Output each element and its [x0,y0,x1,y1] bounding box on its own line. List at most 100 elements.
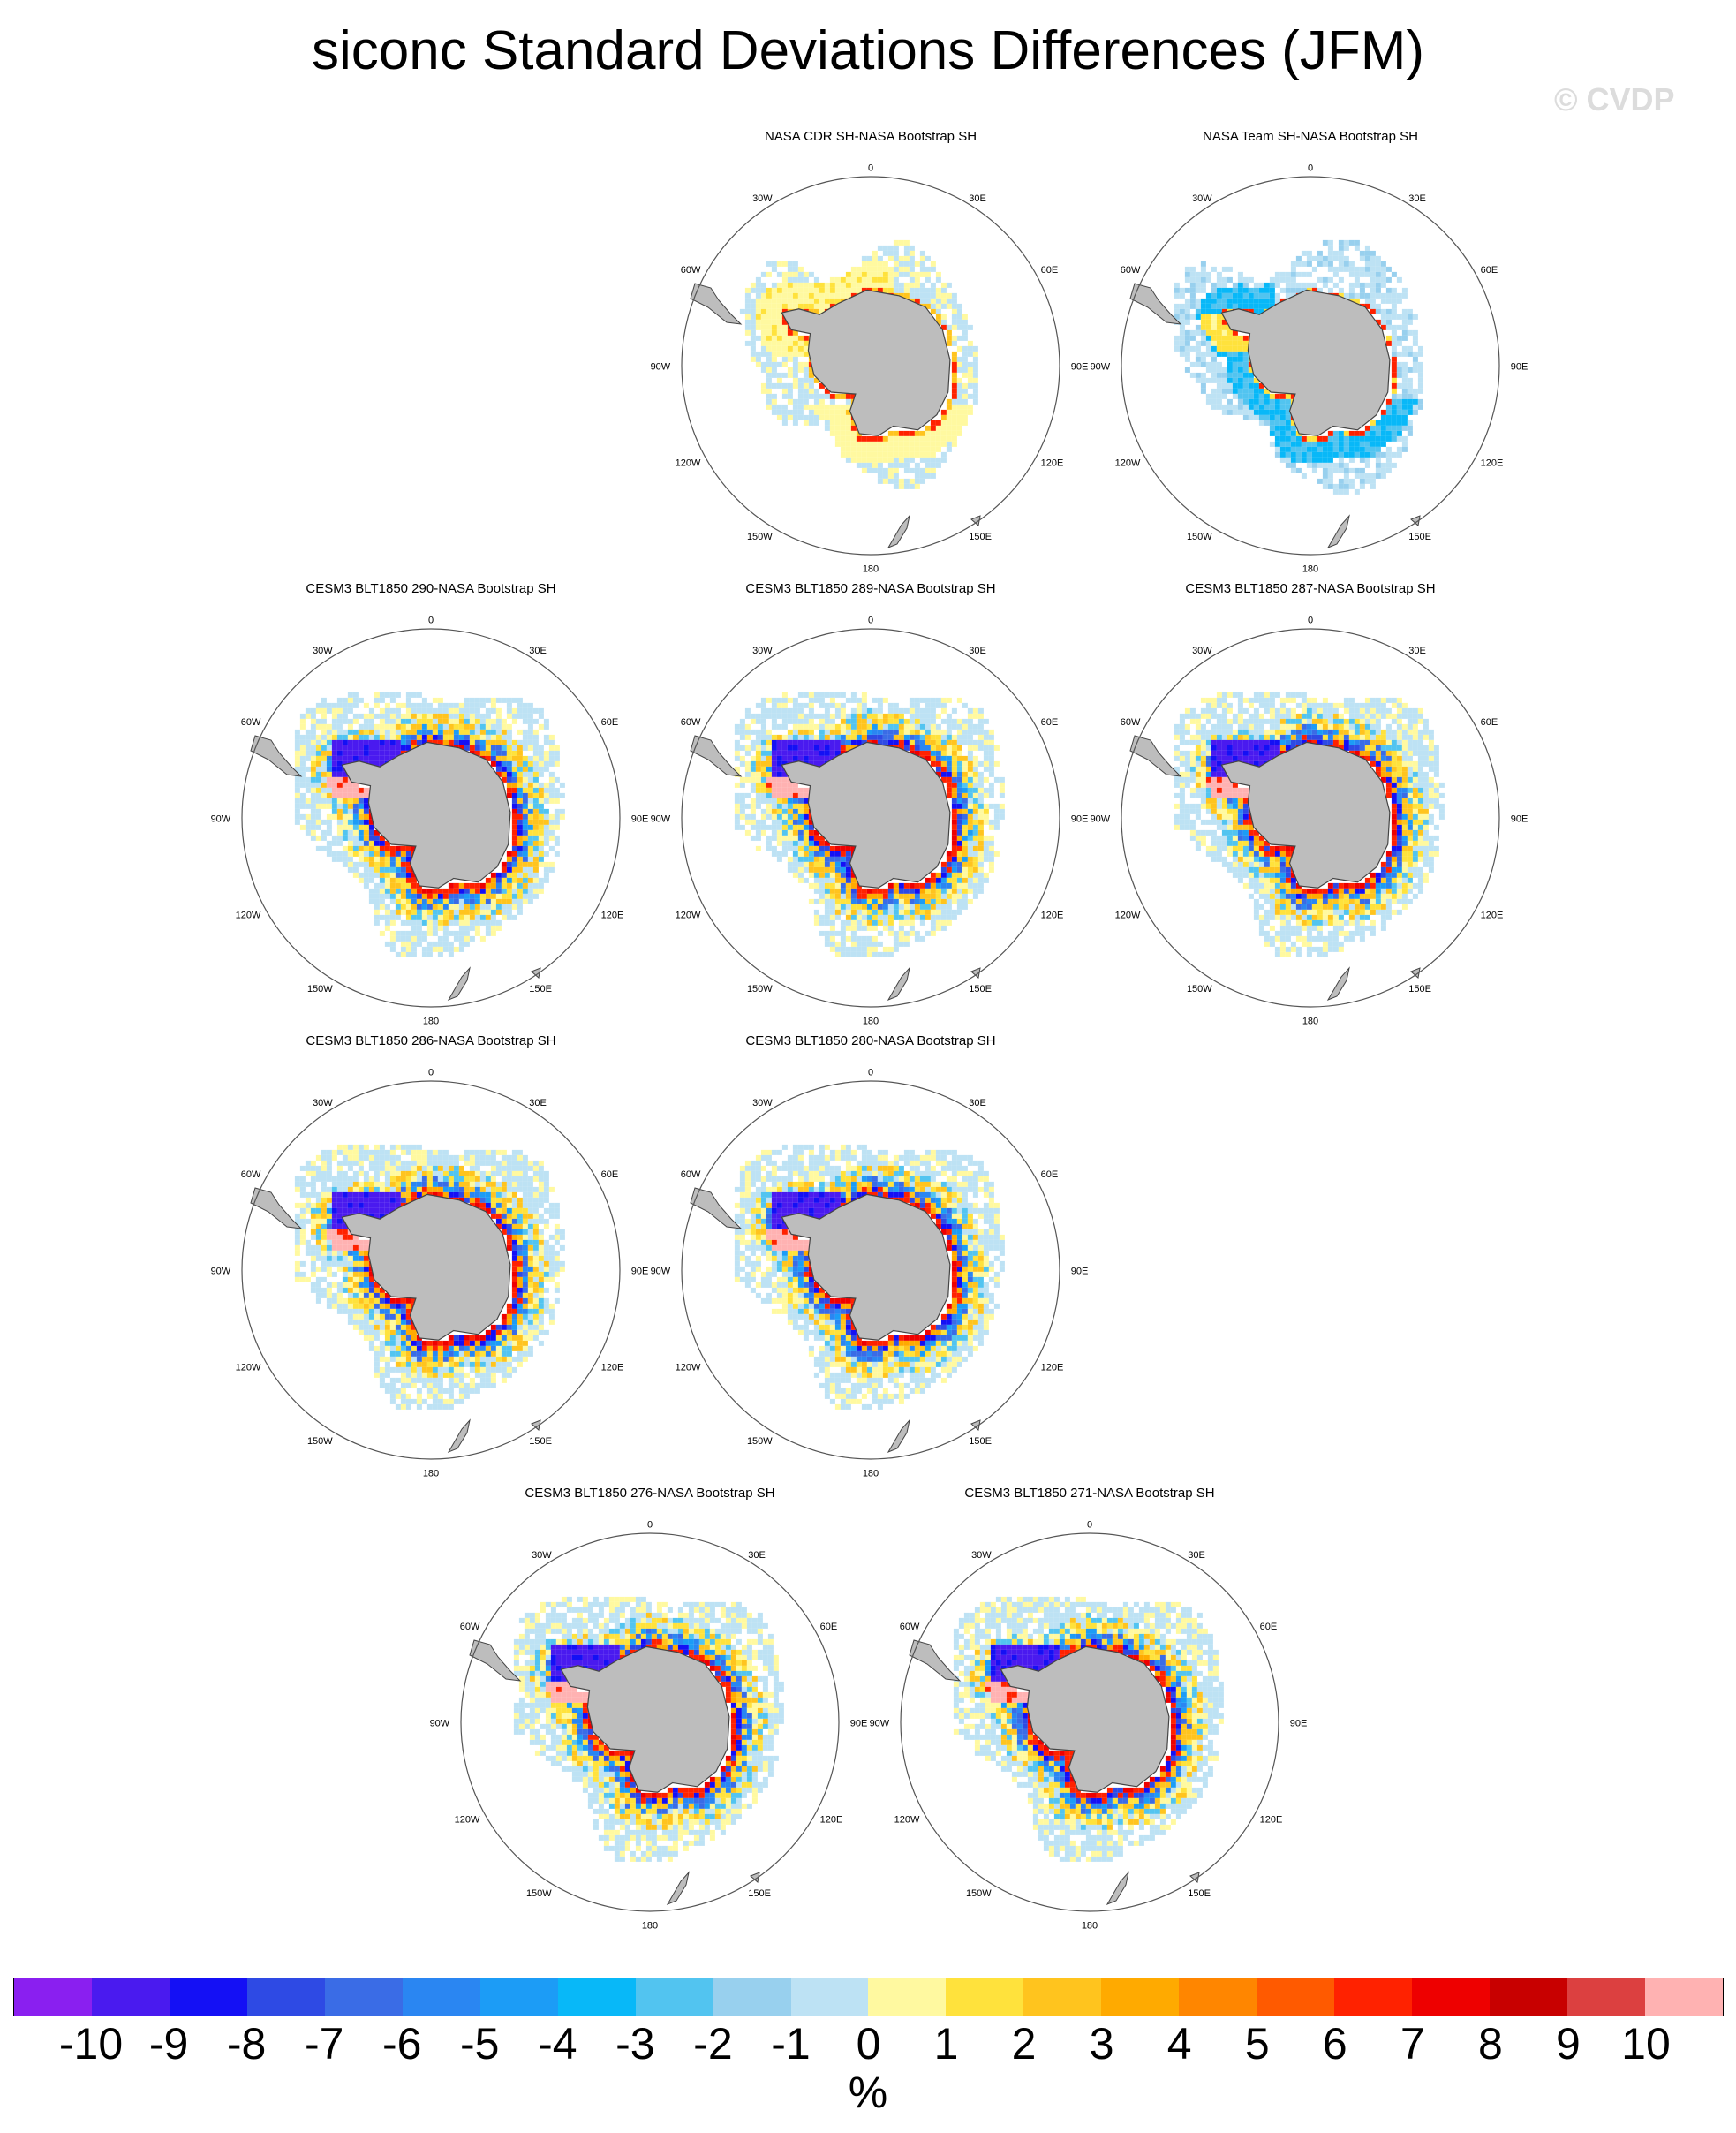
south-america-landmass [690,735,743,777]
map-panel-title: CESM3 BLT1850 280-NASA Bootstrap SH [745,1033,996,1048]
longitude-label: 60W [1121,717,1141,728]
longitude-label: 120E [601,1362,624,1373]
polar-map: 0 180 90W 90E 30W 30E 60W 60E 120W 120E 150W 150E [870,1520,1308,1932]
longitude-label: 180 [423,1016,439,1026]
polar-map: 0 180 90W 90E 30W 30E 60W 60E 120W 120E 150W 150E [211,1068,649,1479]
map-boundary-circle [1121,628,1500,1008]
longitude-label: 120E [1041,910,1064,920]
longitude-label: 90W [651,1266,671,1276]
map-boundary-circle [241,628,621,1008]
colorbar-tick-label: -10 [58,2019,124,2069]
map-panel-title: CESM3 BLT1850 289-NASA Bootstrap SH [745,581,996,596]
colorbar-swatch [1023,1978,1102,2016]
new-zealand-landmass [887,1418,910,1454]
colorbar-tick-label: 8 [1477,2019,1503,2069]
longitude-label: 30W [752,646,773,656]
map-boundary-circle [900,1532,1279,1912]
longitude-label: 90W [870,1718,890,1728]
new-zealand-landmass [1326,514,1350,549]
colorbar-tick-label: -2 [693,2019,733,2069]
longitude-label: 90W [430,1718,450,1728]
longitude-label: 150E [1408,532,1431,542]
longitude-label: 30E [1188,1550,1205,1561]
watermark-text: © CVDP [1554,81,1675,117]
longitude-label: 60E [820,1622,838,1632]
colorbar-units-label: % [848,2068,888,2117]
longitude-label: 120W [894,1814,920,1825]
longitude-label: 30W [532,1550,552,1561]
longitude-label: 60E [1041,717,1059,728]
colorbar-tick-label: -8 [226,2019,267,2069]
longitude-label: 60E [1041,265,1059,276]
longitude-label: 150W [307,984,333,995]
map-panel-title: CESM3 BLT1850 290-NASA Bootstrap SH [306,581,556,596]
longitude-label: 180 [1302,1016,1318,1026]
south-america-landmass [690,283,743,325]
longitude-label: 180 [863,564,879,574]
longitude-label: 30E [969,646,986,656]
longitude-label: 90E [1071,1266,1089,1276]
map-panel: NASA Team SH-NASA Bootstrap SH 0 180 90W 90E… [1081,129,1540,579]
longitude-label: 180 [1302,564,1318,574]
polar-map: 0 180 90W 90E 30W 30E 60W 60E 120W 120E 150W 150E [211,616,649,1027]
colorbar-swatch [324,1978,403,2016]
longitude-label: 60W [1121,265,1141,276]
longitude-label: 150W [966,1888,992,1899]
new-zealand-landmass [447,1418,471,1454]
map-panel: CESM3 BLT1850 271-NASA Bootstrap SH 0 180 9… [860,1486,1319,1936]
colorbar-swatch [790,1978,869,2016]
longitude-label: 120W [676,910,701,920]
longitude-label: 0 [868,616,873,626]
longitude-label: 150E [969,984,992,995]
longitude-label: 60W [241,717,261,728]
longitude-label: 150E [748,1888,771,1899]
colorbar-tick-label: 2 [1011,2019,1037,2069]
map-boundary-circle [681,1080,1060,1460]
longitude-label: 30W [1192,193,1212,204]
new-zealand-landmass [1326,966,1350,1002]
antarctica-landmass [781,1193,951,1341]
colorbar-tick-label: -3 [615,2019,655,2069]
colorbar-tick-label: -4 [538,2019,577,2069]
antarctica-landmass [1000,1645,1170,1793]
longitude-label: 30W [313,1098,333,1108]
antarctica-landmass [341,741,511,889]
longitude-label: 90W [651,813,671,824]
antarctica-landmass [341,1193,511,1341]
longitude-label: 120E [1260,1814,1283,1825]
longitude-label: 150E [969,532,992,542]
colorbar-tick-label: -7 [304,2019,344,2069]
colorbar-swatch [1490,1978,1568,2016]
colorbar-tick-label: 9 [1556,2019,1581,2069]
map-panel-title: NASA Team SH-NASA Bootstrap SH [1203,129,1418,144]
longitude-label: 60W [681,717,701,728]
colorbar-tick-label: 5 [1244,2019,1270,2069]
south-america-landmass [250,735,303,777]
longitude-label: 150W [1187,984,1212,995]
map-panel: CESM3 BLT1850 286-NASA Bootstrap SH 0 180 9… [201,1033,660,1484]
longitude-label: 30W [752,193,773,204]
longitude-label: 150E [969,1436,992,1447]
longitude-label: 0 [1087,1520,1092,1531]
map-boundary-circle [681,176,1060,556]
colorbar-swatch [14,1978,92,2016]
colorbar-tick-label: 4 [1166,2019,1192,2069]
map-panel: CESM3 BLT1850 289-NASA Bootstrap SH 0 180 9… [641,581,1100,1032]
colorbar-tick-label: 6 [1322,2019,1347,2069]
south-america-landmass [1129,283,1182,325]
colorbar-swatch [246,1978,325,2016]
longitude-label: 90W [651,361,671,372]
longitude-label: 60W [241,1169,261,1180]
colorbar-tick-label: -9 [148,2019,189,2069]
new-zealand-landmass [887,966,910,1002]
colorbar-tick-label: -1 [771,2019,811,2069]
longitude-label: 30E [1408,193,1426,204]
antarctica-landmass [781,289,951,436]
new-zealand-landmass [887,514,910,549]
longitude-label: 30E [529,646,547,656]
longitude-label: 120W [676,458,701,468]
longitude-label: 120E [1481,910,1504,920]
longitude-label: 90W [211,1266,231,1276]
longitude-label: 120E [601,910,624,920]
longitude-label: 150E [1188,1888,1211,1899]
